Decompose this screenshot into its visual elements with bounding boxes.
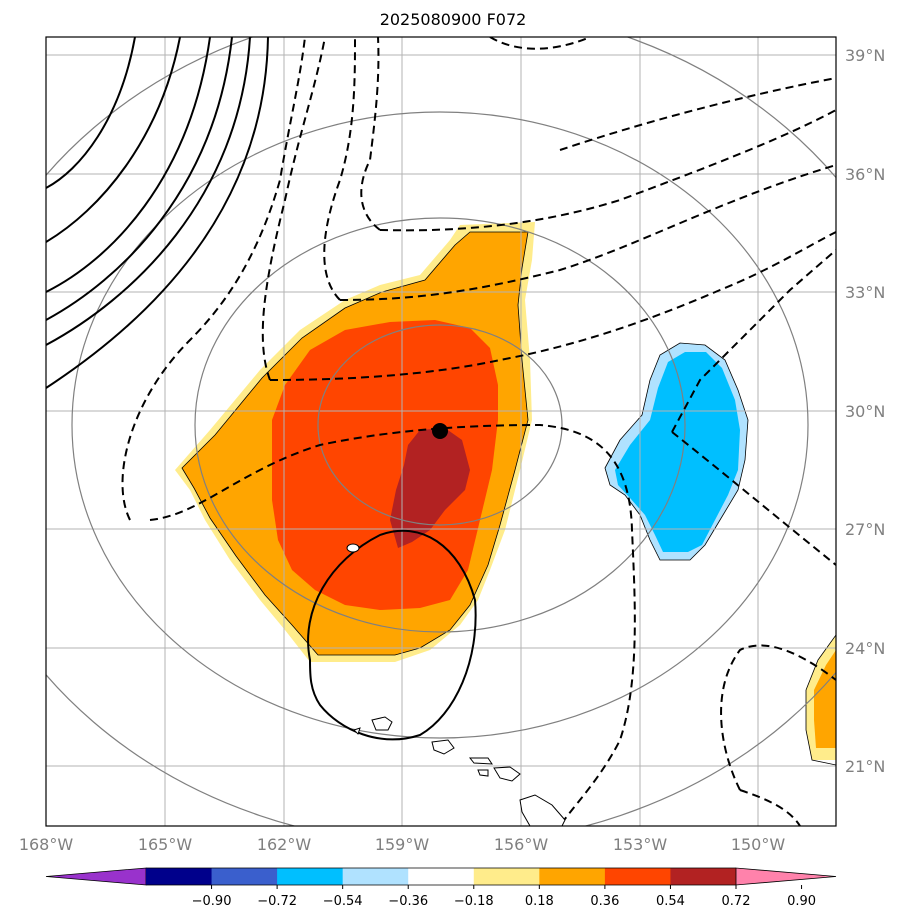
- lon-label: 150°W: [731, 835, 786, 854]
- lat-label: 30°N: [845, 402, 885, 421]
- lon-label: 168°W: [19, 835, 74, 854]
- colorbar-tick-label: −0.72: [257, 894, 297, 909]
- colorbar-tick-label: −0.18: [454, 894, 494, 909]
- shade-blue: [615, 352, 740, 552]
- lon-label: 153°W: [613, 835, 668, 854]
- lon-labels: 168°W 165°W 162°W 159°W 156°W 153°W 150°…: [19, 835, 786, 854]
- storm-center-marker: [432, 423, 448, 439]
- solid-contours: [46, 37, 477, 741]
- colorbar-segment: [408, 868, 475, 885]
- colorbar: −0.90 −0.72 −0.54 −0.36 −0.18 0.18 0.36 0.54 0.7…: [45, 867, 837, 909]
- coastline-hawaii: [346, 543, 566, 826]
- shade-outline-blue: [604, 342, 749, 561]
- colorbar-tick-label: 0.18: [525, 894, 554, 909]
- shade-darkred: [390, 428, 470, 548]
- colorbar-segment: [277, 868, 344, 885]
- gridlines: [46, 37, 836, 826]
- colorbar-tick-label: −0.36: [388, 894, 428, 909]
- shade-outline-br: [805, 634, 836, 766]
- colorbar-extend-low: [45, 867, 147, 886]
- lon-label: 162°W: [257, 835, 312, 854]
- colorbar-segment: [539, 868, 606, 885]
- shade-redorange: [272, 320, 498, 610]
- lon-label: 156°W: [494, 835, 549, 854]
- colorbar-tick-label: 0.90: [787, 894, 816, 909]
- lon-label: 159°W: [375, 835, 430, 854]
- range-rings: [46, 37, 836, 826]
- colorbar-tick-label: 0.36: [590, 894, 619, 909]
- colorbar-segment: [342, 868, 409, 885]
- lat-labels: 39°N 36°N 33°N 30°N 27°N 24°N 21°N: [845, 46, 885, 776]
- shade-br-orange: [814, 650, 836, 748]
- colorbar-extend-high: [735, 867, 837, 886]
- lon-label: 165°W: [138, 835, 193, 854]
- lat-label: 39°N: [845, 46, 885, 65]
- colorbar-segment: [211, 868, 278, 885]
- colorbar-tick-label: −0.90: [192, 894, 232, 909]
- colorbar-tick-label: −0.54: [323, 894, 363, 909]
- map-title: 2025080900 F072: [379, 10, 527, 29]
- lat-label: 27°N: [845, 520, 885, 539]
- colorbar-outline: [146, 867, 736, 886]
- lat-label: 36°N: [845, 165, 885, 184]
- dashed-contours: [121, 37, 836, 826]
- lat-label: 21°N: [845, 757, 885, 776]
- colorbar-segment: [670, 868, 737, 885]
- colorbar-segment: [604, 868, 671, 885]
- lat-label: 33°N: [845, 283, 885, 302]
- colorbar-segment: [146, 868, 213, 885]
- colorbar-segment: [473, 868, 540, 885]
- map-frame: [45, 36, 837, 827]
- lat-label: 24°N: [845, 639, 885, 658]
- colorbar-tick-label: 0.54: [656, 894, 685, 909]
- map-area: [46, 37, 836, 826]
- colorbar-tick-label: 0.72: [722, 894, 751, 909]
